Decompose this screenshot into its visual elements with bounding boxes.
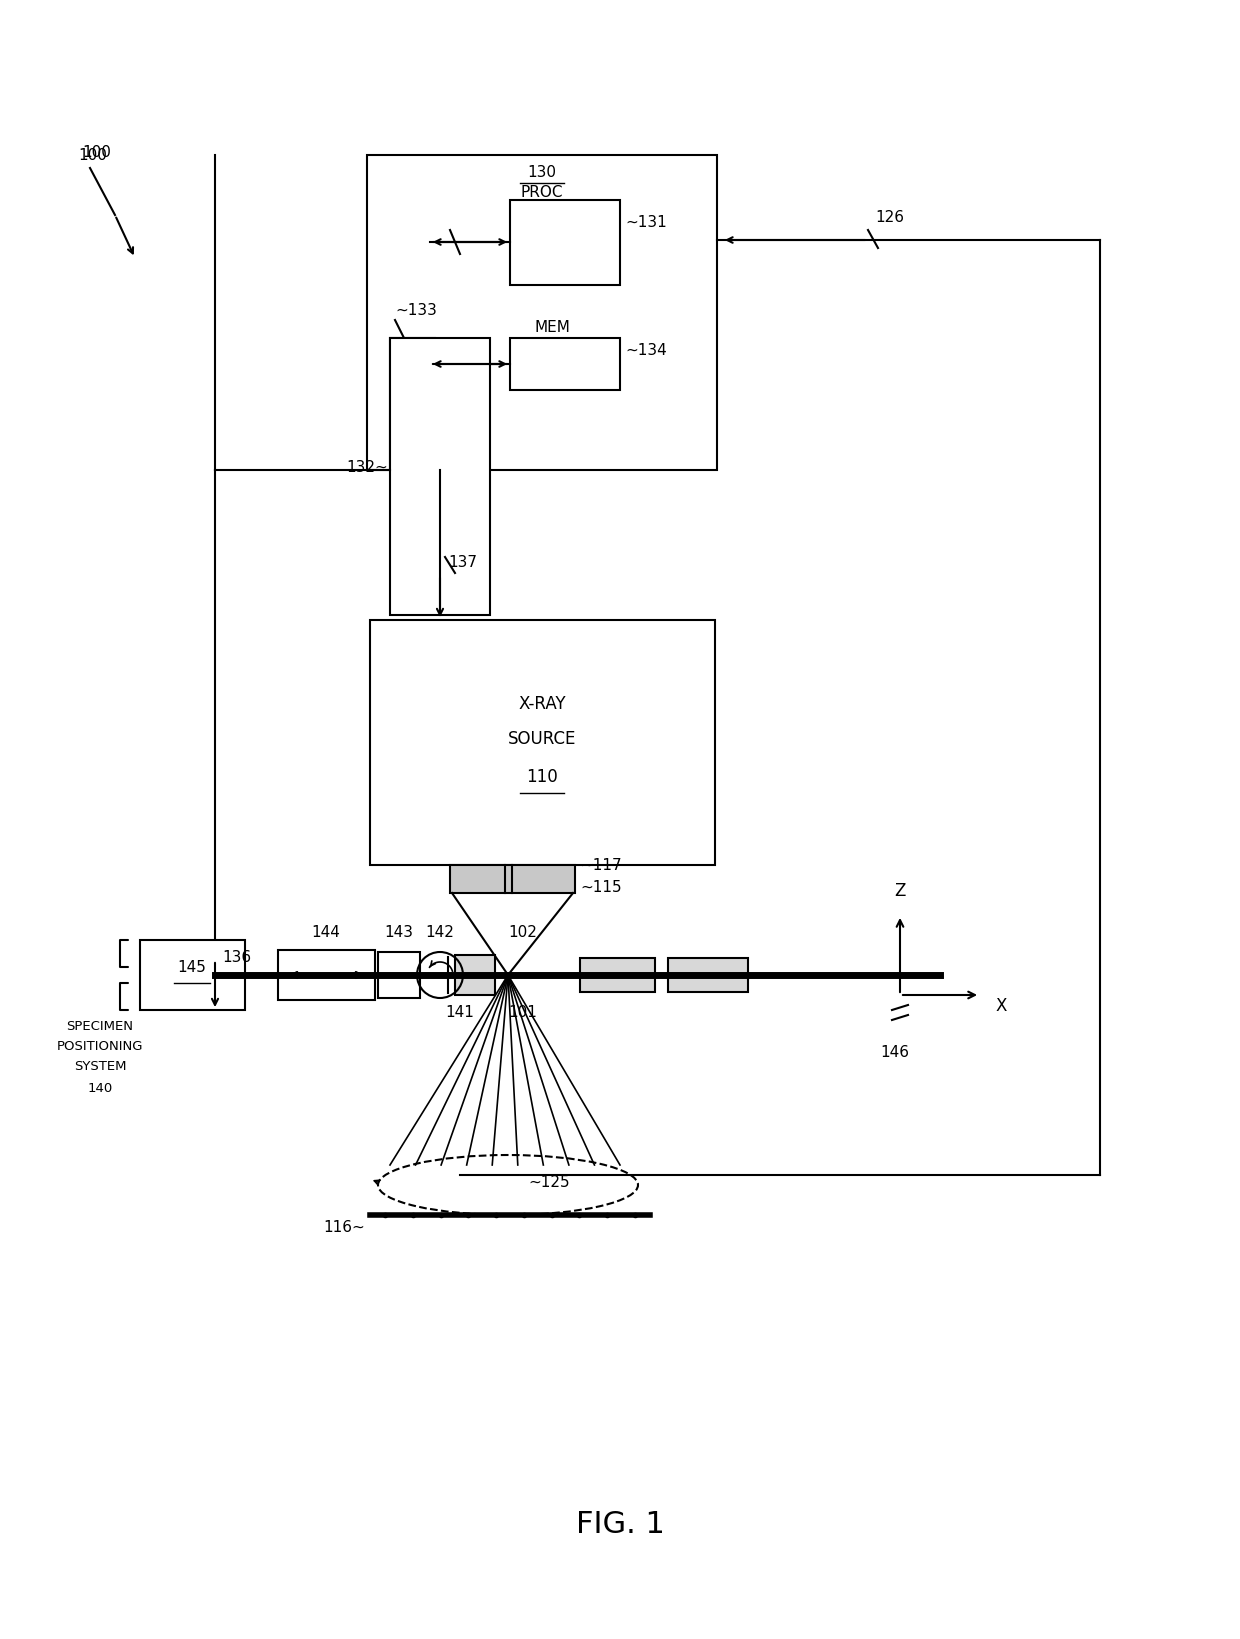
Text: X: X xyxy=(994,997,1007,1015)
Text: 130: 130 xyxy=(527,166,557,180)
Bar xyxy=(391,338,490,615)
Text: 140: 140 xyxy=(87,1082,113,1095)
Text: 100: 100 xyxy=(78,148,107,162)
Bar xyxy=(510,338,620,390)
Text: ~131: ~131 xyxy=(625,215,667,229)
Text: FIG. 1: FIG. 1 xyxy=(575,1510,665,1539)
Text: 116~: 116~ xyxy=(324,1219,365,1236)
Text: 110: 110 xyxy=(526,769,558,787)
Text: POSITIONING: POSITIONING xyxy=(57,1041,144,1052)
Bar xyxy=(370,620,715,865)
Text: 141: 141 xyxy=(445,1005,475,1019)
Text: 142: 142 xyxy=(425,924,454,941)
Bar xyxy=(367,156,717,470)
Text: ~133: ~133 xyxy=(396,303,436,318)
Text: SYSTEM: SYSTEM xyxy=(73,1060,126,1074)
Bar xyxy=(668,959,748,992)
Text: PROC: PROC xyxy=(521,185,563,200)
Text: 137: 137 xyxy=(448,556,477,570)
Text: 126: 126 xyxy=(875,210,904,225)
Bar xyxy=(455,956,495,995)
Text: SPECIMEN: SPECIMEN xyxy=(67,1019,134,1033)
Text: 136: 136 xyxy=(222,951,252,965)
Text: 101: 101 xyxy=(508,1005,537,1019)
Text: 146: 146 xyxy=(880,1046,909,1060)
Bar xyxy=(450,865,575,893)
Bar xyxy=(391,338,435,470)
Text: Z: Z xyxy=(894,882,905,900)
Text: SOURCE: SOURCE xyxy=(508,729,577,747)
Bar xyxy=(140,941,246,1010)
Text: 100: 100 xyxy=(82,144,110,161)
Bar xyxy=(378,952,420,998)
Text: 145: 145 xyxy=(177,960,206,975)
Text: ~117: ~117 xyxy=(580,857,621,874)
Text: ~125: ~125 xyxy=(528,1175,569,1190)
Bar xyxy=(278,951,374,1000)
Text: 102: 102 xyxy=(508,924,537,941)
Text: 143: 143 xyxy=(384,924,413,941)
Text: ~115: ~115 xyxy=(580,880,621,895)
Text: 144: 144 xyxy=(311,924,341,941)
Text: X-RAY: X-RAY xyxy=(518,695,565,713)
Bar xyxy=(510,200,620,285)
Text: 132~: 132~ xyxy=(346,461,388,475)
Text: ~134: ~134 xyxy=(625,343,667,357)
Bar xyxy=(580,959,655,992)
Text: MEM: MEM xyxy=(534,320,570,334)
